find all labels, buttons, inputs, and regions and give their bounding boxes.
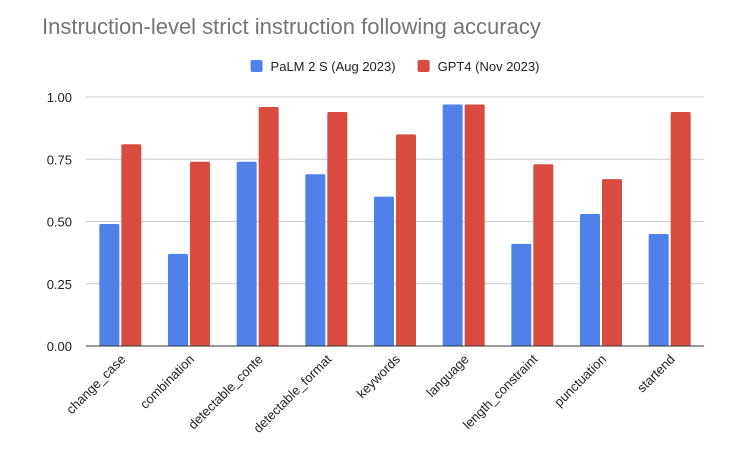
bar-palm2s-detectable_conte: [236, 161, 257, 346]
y-tick-label: 0.50: [47, 215, 72, 230]
legend-swatch: [250, 60, 263, 72]
chart-title: Instruction-level strict instruction fol…: [42, 14, 541, 39]
bars: [99, 104, 691, 347]
x-tick-label: change_case: [63, 352, 128, 417]
bar-gpt4-punctuation: [602, 179, 622, 346]
legend-label: GPT4 (Nov 2023): [438, 59, 540, 74]
bar-gpt4-startend: [670, 111, 691, 346]
x-tick-label: detectable_conte: [185, 352, 266, 433]
bar-palm2s-detectable_format: [305, 174, 326, 346]
bar-palm2s-keywords: [374, 196, 394, 346]
bar-gpt4-keywords: [396, 134, 416, 346]
bar-palm2s-change_case: [99, 223, 120, 346]
bar-gpt4-detectable_format: [327, 111, 348, 346]
x-tick-label: punctuation: [551, 352, 609, 410]
bar-palm2s-startend: [648, 233, 669, 346]
y-tick-label: 0.25: [47, 277, 72, 292]
y-tick-label: 1.00: [47, 90, 72, 105]
bar-palm2s-language: [442, 104, 463, 346]
x-tick-label: length_constraint: [460, 351, 541, 432]
bar-palm2s-combination: [168, 253, 188, 346]
bar-gpt4-detectable_conte: [258, 106, 279, 347]
bar-gpt4-length_constraint: [533, 164, 554, 346]
bar-gpt4-change_case: [121, 144, 142, 346]
x-tick-label: language: [423, 352, 471, 400]
bar-palm2s-length_constraint: [511, 243, 532, 346]
legend-label: PaLM 2 S (Aug 2023): [271, 59, 396, 74]
gridlines: [86, 96, 704, 285]
bar-palm2s-punctuation: [580, 214, 600, 346]
legend-swatch: [417, 60, 430, 72]
x-tick-label: combination: [137, 352, 197, 412]
legend-item-gpt4: GPT4 (Nov 2023): [417, 59, 540, 74]
y-tick-label: 0.75: [47, 152, 72, 167]
y-tick-label: 0.00: [47, 339, 72, 354]
legend-item-palm2s: PaLM 2 S (Aug 2023): [250, 59, 396, 74]
bar-gpt4-combination: [190, 161, 210, 346]
x-tick-label: startend: [634, 352, 678, 396]
x-tick-label: keywords: [354, 351, 404, 401]
bar-gpt4-language: [464, 104, 485, 346]
legend: PaLM 2 S (Aug 2023) GPT4 (Nov 2023): [250, 59, 540, 74]
